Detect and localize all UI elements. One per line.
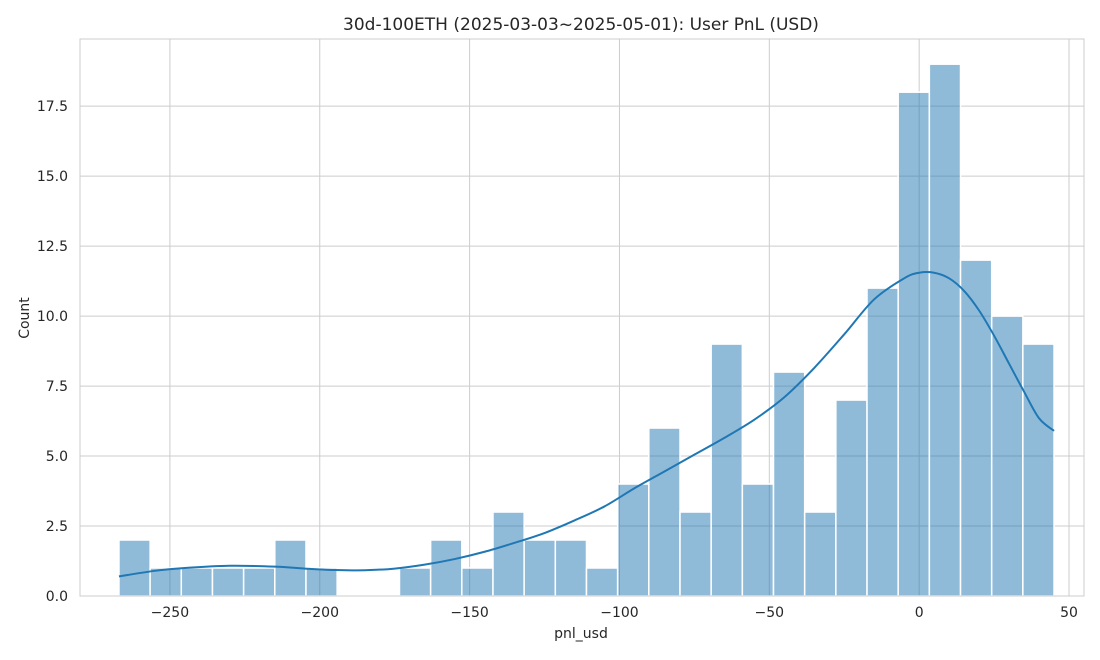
y-tick-label: 12.5 bbox=[37, 239, 68, 255]
histogram-bar bbox=[803, 511, 837, 597]
x-tick-label: −50 bbox=[755, 605, 785, 621]
histogram-bar bbox=[429, 539, 463, 597]
x-tick-label: −100 bbox=[600, 605, 638, 621]
x-tick-label: 0 bbox=[915, 605, 924, 621]
x-tick-label: −250 bbox=[151, 605, 189, 621]
histogram-bar bbox=[118, 539, 151, 597]
y-tick-label: 5.0 bbox=[46, 449, 68, 465]
histogram-bar bbox=[741, 483, 775, 597]
histogram-bar bbox=[835, 399, 868, 597]
histogram-bar bbox=[866, 287, 899, 597]
histogram-bar bbox=[990, 315, 1024, 597]
y-tick-label: 17.5 bbox=[37, 99, 68, 115]
histogram-bar bbox=[398, 567, 432, 597]
y-tick-label: 0.0 bbox=[46, 589, 68, 605]
y-axis-ticks: 0.0 2.5 5.0 7.5 10.0 12.5 15.0 17.5 bbox=[37, 99, 68, 605]
histogram-bar bbox=[648, 427, 681, 597]
histogram-bar bbox=[772, 371, 806, 597]
histogram-bar bbox=[492, 511, 525, 597]
histogram-bar bbox=[616, 483, 650, 597]
histogram-bar bbox=[585, 567, 619, 597]
kde-curve-layer bbox=[118, 271, 1055, 578]
x-axis-label: pnl_usd bbox=[554, 626, 608, 642]
x-tick-label: −150 bbox=[450, 605, 488, 621]
histogram-bar bbox=[305, 567, 338, 597]
histogram-bar bbox=[461, 567, 494, 597]
histogram-bar bbox=[180, 567, 214, 597]
x-tick-label: 50 bbox=[1060, 605, 1078, 621]
x-tick-label: −200 bbox=[301, 605, 339, 621]
histogram-bar bbox=[523, 539, 557, 597]
histogram-bar bbox=[149, 567, 183, 597]
histogram-bar bbox=[1022, 343, 1055, 597]
histogram-bar bbox=[679, 511, 712, 597]
chart-title: 30d-100ETH (2025-03-03~2025-05-01): User… bbox=[343, 15, 819, 35]
y-tick-label: 7.5 bbox=[46, 379, 68, 395]
histogram-bar bbox=[554, 539, 588, 597]
histogram-bar bbox=[928, 63, 962, 597]
histogram-bar bbox=[710, 343, 744, 597]
histogram-bars bbox=[118, 63, 1055, 597]
histogram-bar bbox=[959, 259, 993, 597]
histogram-bar bbox=[211, 567, 245, 597]
y-tick-label: 2.5 bbox=[46, 519, 68, 535]
kde-curve bbox=[118, 271, 1055, 578]
y-axis-label: Count bbox=[17, 297, 33, 339]
plot-frame bbox=[79, 38, 1085, 597]
histogram-bar bbox=[897, 91, 931, 597]
x-axis-ticks: −250 −200 −150 −100 −50 0 50 bbox=[151, 605, 1078, 621]
y-tick-label: 15.0 bbox=[37, 169, 68, 185]
y-tick-label: 10.0 bbox=[37, 309, 68, 325]
histogram-bar bbox=[242, 567, 276, 597]
